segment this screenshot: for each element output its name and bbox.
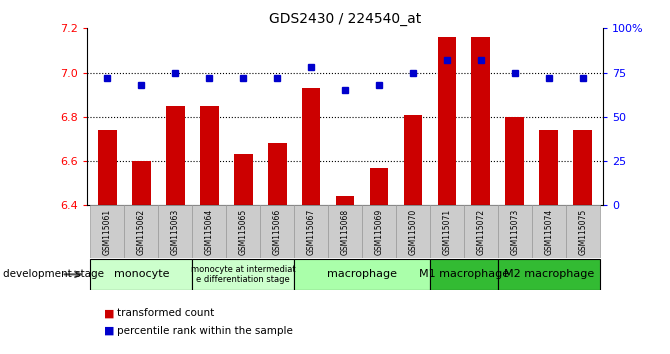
Bar xyxy=(200,106,218,205)
Bar xyxy=(370,168,389,205)
Bar xyxy=(539,130,558,205)
Bar xyxy=(90,205,125,258)
Bar xyxy=(234,154,253,205)
Text: development stage: development stage xyxy=(3,269,105,279)
Bar xyxy=(90,259,192,290)
Bar xyxy=(328,205,362,258)
Text: GSM115063: GSM115063 xyxy=(171,209,180,255)
Bar xyxy=(438,37,456,205)
Bar xyxy=(336,196,354,205)
Text: macrophage: macrophage xyxy=(327,269,397,279)
Text: ■: ■ xyxy=(104,326,115,336)
Bar xyxy=(132,161,151,205)
Bar xyxy=(505,117,524,205)
Bar xyxy=(192,259,294,290)
Bar xyxy=(98,130,117,205)
Text: GSM115074: GSM115074 xyxy=(544,209,553,255)
Bar xyxy=(260,205,294,258)
Bar xyxy=(565,205,600,258)
Text: GSM115071: GSM115071 xyxy=(442,209,452,255)
Text: GSM115069: GSM115069 xyxy=(375,209,383,255)
Text: GSM115075: GSM115075 xyxy=(578,209,587,255)
Bar xyxy=(574,130,592,205)
Text: monocyte: monocyte xyxy=(114,269,169,279)
Bar xyxy=(362,205,396,258)
Text: GSM115067: GSM115067 xyxy=(307,209,316,255)
Text: GSM115065: GSM115065 xyxy=(239,209,248,255)
Bar xyxy=(472,37,490,205)
Text: GSM115073: GSM115073 xyxy=(511,209,519,255)
Text: GSM115064: GSM115064 xyxy=(205,209,214,255)
Text: GSM115061: GSM115061 xyxy=(103,209,112,255)
Bar xyxy=(403,115,422,205)
Bar xyxy=(498,259,600,290)
Text: ■: ■ xyxy=(104,308,115,318)
Text: GSM115070: GSM115070 xyxy=(409,209,417,255)
Bar xyxy=(294,259,430,290)
Text: M2 macrophage: M2 macrophage xyxy=(504,269,594,279)
Text: GSM115072: GSM115072 xyxy=(476,209,485,255)
Bar xyxy=(294,205,328,258)
Bar xyxy=(158,205,192,258)
Text: monocyte at intermediat
e differentiation stage: monocyte at intermediat e differentiatio… xyxy=(191,265,295,284)
Text: M1 macrophage: M1 macrophage xyxy=(419,269,509,279)
Text: transformed count: transformed count xyxy=(117,308,214,318)
Bar xyxy=(396,205,430,258)
Bar xyxy=(192,205,226,258)
Bar xyxy=(166,106,185,205)
Bar xyxy=(430,259,498,290)
Bar xyxy=(430,205,464,258)
Text: GSM115068: GSM115068 xyxy=(340,209,350,255)
Bar xyxy=(498,205,532,258)
Bar xyxy=(532,205,565,258)
Text: percentile rank within the sample: percentile rank within the sample xyxy=(117,326,293,336)
Text: GSM115066: GSM115066 xyxy=(273,209,281,255)
Bar xyxy=(268,143,287,205)
Bar xyxy=(302,88,320,205)
Bar xyxy=(226,205,260,258)
Title: GDS2430 / 224540_at: GDS2430 / 224540_at xyxy=(269,12,421,26)
Bar xyxy=(464,205,498,258)
Text: GSM115062: GSM115062 xyxy=(137,209,146,255)
Bar xyxy=(125,205,158,258)
